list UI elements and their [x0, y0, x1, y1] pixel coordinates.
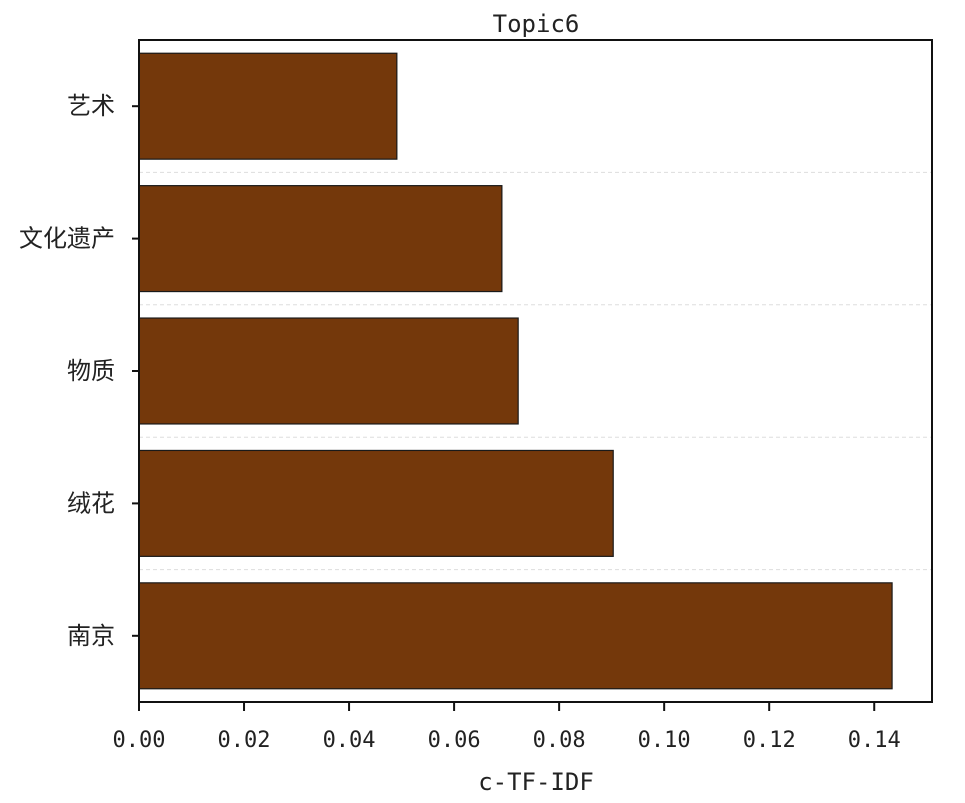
y-tick-label: 艺术	[67, 92, 115, 120]
bar-4	[138, 582, 893, 690]
x-tick-label: 0.12	[743, 728, 796, 753]
x-axis-label: c-TF-IDF	[478, 768, 594, 796]
x-tick-label: 0.00	[113, 728, 166, 753]
bar-3	[138, 449, 614, 557]
y-tick-label: 南京	[67, 622, 115, 650]
bar-0	[138, 52, 398, 160]
y-tick-label: 文化遗产	[19, 225, 115, 253]
x-tick-label: 0.10	[638, 728, 691, 753]
y-tick-label: 物质	[67, 357, 115, 385]
y-tick-label: 绒花	[67, 489, 115, 517]
bar-1	[138, 185, 503, 293]
bar-2	[138, 317, 519, 425]
x-tick-label: 0.04	[323, 728, 376, 753]
chart-title: Topic6	[493, 10, 580, 38]
x-tick-label: 0.08	[533, 728, 586, 753]
x-tick-label: 0.02	[218, 728, 271, 753]
x-tick-label: 0.14	[848, 728, 901, 753]
x-tick-label: 0.06	[428, 728, 481, 753]
